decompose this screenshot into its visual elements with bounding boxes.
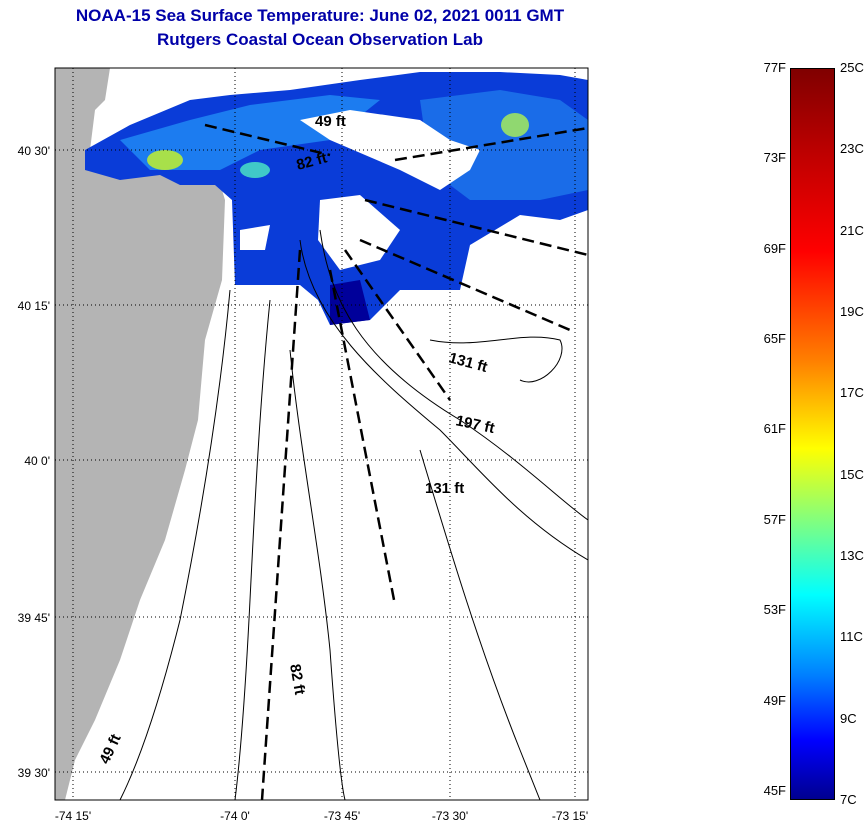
depth-label: 82 ft bbox=[286, 663, 308, 696]
y-tick-label: 39 45' bbox=[18, 611, 50, 625]
sst-patches bbox=[85, 72, 588, 325]
x-tick-label: -73 45' bbox=[324, 809, 360, 823]
x-tick-label: -73 15' bbox=[552, 809, 588, 823]
colorbar-celsius-label: 17C bbox=[840, 385, 864, 401]
colorbar-celsius-label: 23C bbox=[840, 141, 864, 157]
grid bbox=[55, 68, 588, 800]
colorbar-fahrenheit-label: 69F bbox=[763, 240, 786, 256]
map-subtitle: Rutgers Coastal Ocean Observation Lab bbox=[157, 30, 483, 49]
colorbar-fahrenheit-label: 61F bbox=[763, 421, 786, 437]
colorbar-fahrenheit-label: 77F bbox=[763, 60, 786, 75]
depth-label: 131 ft bbox=[425, 480, 464, 497]
survey-lines bbox=[204, 123, 588, 800]
x-tick-label: -74 0' bbox=[220, 809, 250, 823]
bathymetry-contours bbox=[119, 229, 588, 800]
y-tick-label: 39 30' bbox=[18, 766, 50, 780]
colorbar-fahrenheit-label: 65F bbox=[763, 331, 786, 347]
map-frame bbox=[54, 67, 589, 801]
depth-label: 49 ft bbox=[315, 113, 346, 130]
colorbar-celsius-label: 13C bbox=[840, 548, 864, 563]
colorbar-celsius-label: 19C bbox=[840, 304, 864, 319]
colorbar-fahrenheit-label: 49F bbox=[763, 692, 786, 708]
x-tick-label: -73 30' bbox=[432, 809, 468, 823]
colorbar-fahrenheit-label: 53F bbox=[763, 602, 786, 618]
colorbar bbox=[790, 68, 835, 800]
colorbar-celsius-label: 25C bbox=[840, 60, 864, 75]
y-tick-label: 40 15' bbox=[18, 299, 50, 313]
y-tick-label: 40 30' bbox=[18, 144, 50, 158]
colorbar-celsius-label: 21C bbox=[840, 222, 864, 238]
colorbar-celsius-label: 9C bbox=[840, 710, 857, 726]
colorbar-celsius-label: 7C bbox=[840, 792, 857, 807]
colorbar-celsius-label: 15C bbox=[840, 466, 864, 482]
colorbar-fahrenheit-label: 45F bbox=[763, 782, 786, 798]
colorbar-fahrenheit-label: 57F bbox=[763, 511, 786, 527]
map-title: NOAA-15 Sea Surface Temperature: June 02… bbox=[75, 6, 565, 25]
colorbar-celsius-label: 11C bbox=[840, 629, 863, 645]
land bbox=[55, 68, 225, 800]
colorbar-fahrenheit-label: 73F bbox=[763, 150, 786, 166]
x-tick-label: -74 15' bbox=[55, 809, 91, 823]
y-tick-label: 40 0' bbox=[24, 454, 50, 468]
